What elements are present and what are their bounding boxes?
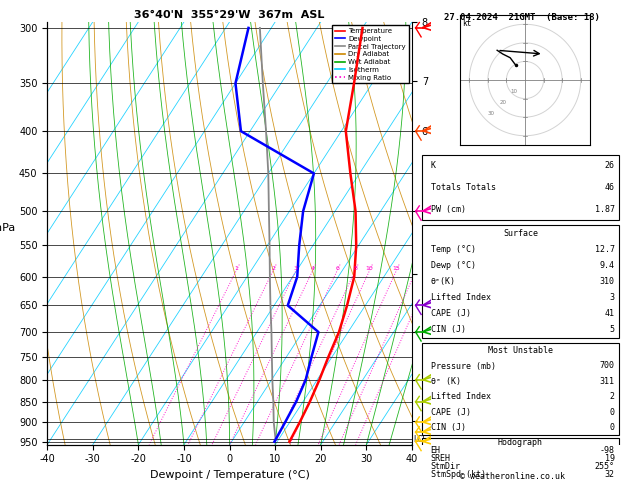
- Text: 6: 6: [335, 266, 339, 271]
- X-axis label: Dewpoint / Temperature (°C): Dewpoint / Temperature (°C): [150, 470, 309, 480]
- Bar: [422, 225, 618, 338]
- Text: 700: 700: [599, 362, 615, 370]
- Text: 32: 32: [604, 469, 615, 479]
- Text: 10: 10: [510, 88, 517, 94]
- Text: Surface: Surface: [503, 228, 538, 238]
- Text: 1.87: 1.87: [594, 205, 615, 214]
- Title: 36°40'N  355°29'W  367m  ASL: 36°40'N 355°29'W 367m ASL: [135, 10, 325, 20]
- Text: 4: 4: [311, 266, 314, 271]
- Text: Most Unstable: Most Unstable: [488, 346, 553, 355]
- Text: 3: 3: [610, 293, 615, 302]
- Text: 10: 10: [365, 266, 374, 271]
- Text: 19: 19: [604, 453, 615, 463]
- Text: 0: 0: [610, 423, 615, 432]
- Text: 3: 3: [294, 266, 298, 271]
- Text: 0: 0: [610, 407, 615, 417]
- Text: K: K: [430, 161, 435, 170]
- Text: StmSpd (kt): StmSpd (kt): [430, 469, 486, 479]
- Text: 311: 311: [599, 377, 615, 386]
- Text: 27.04.2024  21GMT  (Base: 18): 27.04.2024 21GMT (Base: 18): [444, 13, 600, 22]
- Legend: Temperature, Dewpoint, Parcel Trajectory, Dry Adiabat, Wet Adiabat, Isotherm, Mi: Temperature, Dewpoint, Parcel Trajectory…: [332, 25, 408, 83]
- Y-axis label: hPa: hPa: [0, 223, 15, 233]
- Text: 9.4: 9.4: [599, 261, 615, 270]
- Text: Lifted Index: Lifted Index: [430, 392, 491, 401]
- Text: PW (cm): PW (cm): [430, 205, 465, 214]
- Text: Totals Totals: Totals Totals: [430, 183, 496, 192]
- Text: 1: 1: [234, 266, 238, 271]
- Text: 255°: 255°: [594, 462, 615, 470]
- Text: θᵉ(K): θᵉ(K): [430, 277, 455, 286]
- Text: CIN (J): CIN (J): [430, 326, 465, 334]
- Text: Dewp (°C): Dewp (°C): [430, 261, 476, 270]
- Text: 8: 8: [353, 266, 357, 271]
- Text: kt: kt: [462, 19, 472, 28]
- Text: CAPE (J): CAPE (J): [430, 407, 470, 417]
- Text: θᵉ (K): θᵉ (K): [430, 377, 460, 386]
- Bar: [422, 438, 618, 478]
- Text: LCL: LCL: [413, 434, 427, 444]
- Text: Pressure (mb): Pressure (mb): [430, 362, 496, 370]
- Text: 20: 20: [499, 100, 506, 105]
- Text: 2: 2: [271, 266, 275, 271]
- Text: StmDir: StmDir: [430, 462, 460, 470]
- Text: © weatheronline.co.uk: © weatheronline.co.uk: [460, 472, 565, 481]
- Text: CIN (J): CIN (J): [430, 423, 465, 432]
- Text: 2: 2: [610, 392, 615, 401]
- Text: Lifted Index: Lifted Index: [430, 293, 491, 302]
- Text: 15: 15: [392, 266, 400, 271]
- Text: 46: 46: [604, 183, 615, 192]
- Text: 30: 30: [488, 111, 495, 116]
- Y-axis label: km
ASL: km ASL: [435, 233, 454, 255]
- Text: EH: EH: [430, 446, 440, 454]
- Text: 310: 310: [599, 277, 615, 286]
- Text: Hodograph: Hodograph: [498, 437, 543, 447]
- Text: -98: -98: [599, 446, 615, 454]
- Bar: [422, 343, 618, 435]
- Bar: [422, 155, 618, 220]
- Text: 26: 26: [604, 161, 615, 170]
- Text: Temp (°C): Temp (°C): [430, 245, 476, 254]
- Text: SREH: SREH: [430, 453, 450, 463]
- Text: 41: 41: [604, 309, 615, 318]
- Text: 5: 5: [610, 326, 615, 334]
- Text: 12.7: 12.7: [594, 245, 615, 254]
- Text: CAPE (J): CAPE (J): [430, 309, 470, 318]
